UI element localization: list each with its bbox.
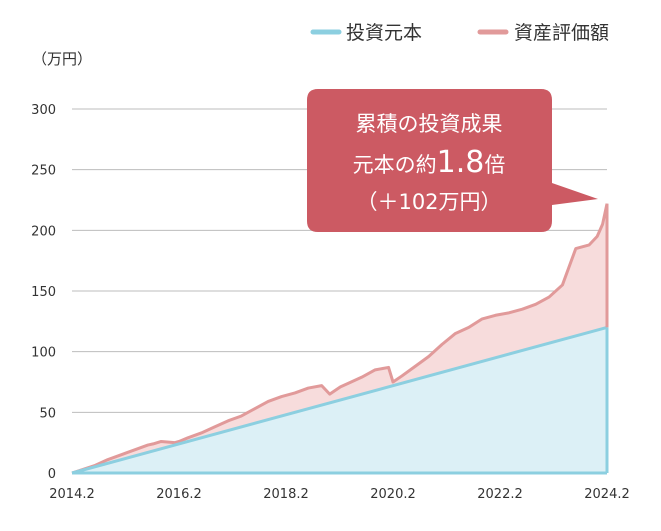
legend: 投資元本 資産評価額 <box>310 22 609 44</box>
callout-line-2: 元本の約1.8倍 <box>353 145 506 180</box>
x-tick-labels: 2014.2 2016.2 2018.2 2020.2 2022.2 2024.2 <box>49 487 630 502</box>
y-tick-0: 0 <box>48 467 56 482</box>
callout-multiplier: 1.8 <box>437 145 485 180</box>
x-tick-2020.2: 2020.2 <box>370 487 416 502</box>
y-tick-labels: 0 50 100 150 200 250 300 <box>31 103 56 482</box>
y-tick-150: 150 <box>31 285 56 300</box>
callout: 累積の投資成果 元本の約1.8倍 （＋102万円） <box>307 89 598 232</box>
legend-label-valuation: 資産評価額 <box>514 22 609 44</box>
callout-line-2-suffix: 倍 <box>484 153 505 177</box>
x-tick-2024.2: 2024.2 <box>584 487 630 502</box>
y-tick-200: 200 <box>31 224 56 239</box>
callout-line-1: 累積の投資成果 <box>356 112 503 136</box>
x-tick-2018.2: 2018.2 <box>263 487 309 502</box>
x-tick-2022.2: 2022.2 <box>477 487 523 502</box>
line-principal <box>71 325 608 475</box>
callout-line-3: （＋102万円） <box>356 190 501 214</box>
legend-label-principal: 投資元本 <box>346 22 422 44</box>
callout-line-2-prefix: 元本の約 <box>353 153 437 177</box>
y-axis-unit-label: （万円） <box>32 50 92 68</box>
y-tick-50: 50 <box>39 406 56 421</box>
line-valuation <box>71 203 609 475</box>
y-tick-300: 300 <box>31 103 56 118</box>
plot-areas <box>71 203 609 475</box>
x-tick-2014.2: 2014.2 <box>49 487 95 502</box>
y-tick-100: 100 <box>31 346 56 361</box>
y-tick-250: 250 <box>31 164 56 179</box>
callout-bubble <box>307 89 598 232</box>
x-tick-2016.2: 2016.2 <box>156 487 202 502</box>
